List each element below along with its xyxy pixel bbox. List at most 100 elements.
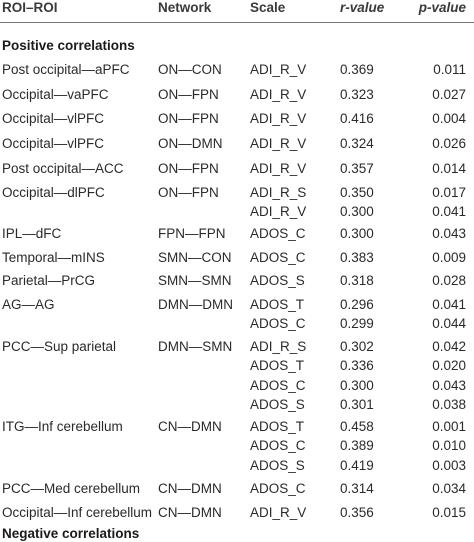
cell-scale: ADI_R_V: [250, 505, 307, 520]
header-roi: ROI–ROI: [2, 0, 58, 15]
cell-scale: ADI_R_S: [250, 185, 307, 200]
cell-scale: ADOS_T: [250, 358, 305, 373]
cell-roi: Occipital—vaPFC: [2, 87, 109, 102]
cell-p: 0.041: [432, 297, 466, 312]
cell-scale: ADOS_T: [250, 297, 305, 312]
header-p-value: p-value: [418, 0, 466, 15]
cell-p: 0.041: [432, 204, 466, 219]
cell-roi: PCC—Sup parietal: [2, 339, 117, 354]
header-r-value: r-value: [340, 0, 385, 15]
cell-roi: Occipital—dlPFC: [2, 185, 105, 200]
cell-network: ON—CON: [158, 62, 222, 77]
cell-r: 0.318: [340, 273, 374, 288]
cell-scale: ADI_R_S: [250, 339, 307, 354]
cell-r: 0.419: [340, 458, 374, 473]
cell-p: 0.027: [432, 87, 466, 102]
section-positive-heading: Positive correlations: [2, 38, 135, 53]
cell-r: 0.300: [340, 226, 374, 241]
cell-r: 0.324: [340, 136, 374, 151]
cell-scale: ADOS_C: [250, 316, 306, 331]
cell-network: CN—DMN: [158, 505, 222, 520]
cell-scale: ADOS_C: [250, 438, 306, 453]
cell-r: 0.301: [340, 397, 374, 412]
section-negative-heading: Negative correlations: [2, 526, 140, 541]
cell-roi: Occipital—vlPFC: [2, 111, 105, 126]
cell-r: 0.300: [340, 204, 374, 219]
cell-network: DMN—SMN: [158, 339, 233, 354]
cell-r: 0.357: [340, 161, 374, 176]
cell-p: 0.044: [432, 316, 466, 331]
cell-scale: ADI_R_V: [250, 161, 307, 176]
cell-roi: PCC—Med cerebellum: [2, 481, 141, 496]
cell-p: 0.020: [432, 358, 466, 373]
cell-r: 0.299: [340, 316, 374, 331]
cell-r: 0.356: [340, 505, 374, 520]
cell-scale: ADI_R_V: [250, 136, 307, 151]
cell-scale: ADOS_C: [250, 226, 306, 241]
cell-network: ON—DMN: [158, 136, 223, 151]
cell-scale: ADOS_C: [250, 378, 306, 393]
cell-p: 0.028: [432, 273, 466, 288]
cell-p: 0.043: [432, 226, 466, 241]
cell-network: ON—FPN: [158, 87, 219, 102]
cell-p: 0.001: [432, 419, 466, 434]
cell-scale: ADI_R_V: [250, 204, 307, 219]
cell-p: 0.026: [432, 136, 466, 151]
cell-network: DMN—DMN: [158, 297, 233, 312]
cell-network: ON—FPN: [158, 111, 219, 126]
cell-r: 0.314: [340, 481, 374, 496]
cell-scale: ADI_R_V: [250, 87, 307, 102]
cell-scale: ADOS_C: [250, 250, 306, 265]
cell-roi: Occipital—Inf cerebellum: [2, 505, 153, 520]
cell-roi: Post occipital—ACC: [2, 161, 124, 176]
cell-r: 0.323: [340, 87, 374, 102]
cell-roi: ITG—Inf cerebellum: [2, 419, 123, 434]
cell-p: 0.009: [432, 250, 466, 265]
cell-r: 0.296: [340, 297, 374, 312]
cell-p: 0.034: [432, 481, 466, 496]
cell-scale: ADOS_C: [250, 481, 306, 496]
cell-p: 0.004: [432, 111, 466, 126]
cell-network: CN—DMN: [158, 481, 222, 496]
header-network: Network: [158, 0, 212, 15]
cell-scale: ADOS_S: [250, 273, 305, 288]
cell-network: SMN—CON: [158, 250, 232, 265]
cell-p: 0.015: [432, 505, 466, 520]
cell-r: 0.336: [340, 358, 374, 373]
cell-p: 0.017: [432, 185, 466, 200]
cell-p: 0.003: [432, 458, 466, 473]
cell-p: 0.014: [432, 161, 466, 176]
cell-scale: ADI_R_V: [250, 111, 307, 126]
cell-network: ON—FPN: [158, 185, 219, 200]
cell-roi: Post occipital—aPFC: [2, 62, 130, 77]
cell-network: CN—DMN: [158, 419, 222, 434]
cell-r: 0.350: [340, 185, 374, 200]
cell-r: 0.383: [340, 250, 374, 265]
cell-roi: IPL—dFC: [2, 226, 62, 241]
cell-r: 0.300: [340, 378, 374, 393]
cell-network: ON—FPN: [158, 161, 219, 176]
header-scale: Scale: [250, 0, 286, 15]
cell-scale: ADOS_T: [250, 419, 305, 434]
cell-p: 0.010: [432, 438, 466, 453]
cell-scale: ADOS_S: [250, 458, 305, 473]
cell-network: SMN—SMN: [158, 273, 232, 288]
cell-network: FPN—FPN: [158, 226, 226, 241]
cell-roi: Occipital—vlPFC: [2, 136, 105, 151]
cell-roi: Temporal—mINS: [2, 250, 105, 265]
cell-r: 0.416: [340, 111, 374, 126]
cell-scale: ADI_R_V: [250, 62, 307, 77]
cell-roi: AG—AG: [2, 297, 55, 312]
cell-p: 0.011: [433, 62, 466, 77]
cell-p: 0.038: [432, 397, 466, 412]
cell-r: 0.302: [340, 339, 374, 354]
cell-p: 0.042: [432, 339, 466, 354]
cell-p: 0.043: [432, 378, 466, 393]
cell-roi: Parietal—PrCG: [2, 273, 96, 288]
cell-scale: ADOS_S: [250, 397, 305, 412]
header-rule: [0, 22, 474, 23]
cell-r: 0.389: [340, 438, 374, 453]
cell-r: 0.458: [340, 419, 374, 434]
cell-r: 0.369: [340, 62, 374, 77]
